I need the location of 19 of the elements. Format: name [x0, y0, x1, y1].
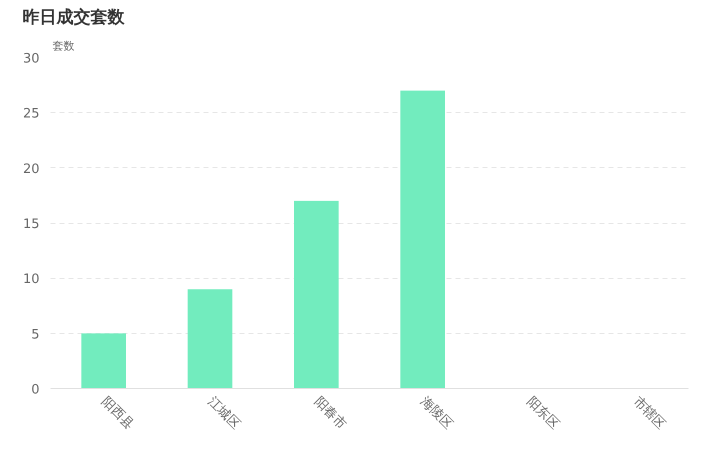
y-tick-label: 25 — [22, 106, 40, 122]
x-tick-label: 阳西县 — [98, 394, 137, 432]
x-tick-label: 江城区 — [204, 394, 243, 432]
bar — [400, 90, 445, 388]
bar — [188, 289, 232, 388]
x-tick-label: 海陵区 — [417, 394, 456, 432]
y-axis-title: 套数 — [52, 40, 74, 52]
bar — [81, 333, 126, 388]
x-tick-label: 阳春市 — [311, 394, 350, 432]
y-tick-label: 15 — [22, 217, 40, 232]
x-tick-label: 阳东区 — [524, 394, 562, 432]
y-tick-label: 20 — [22, 162, 40, 177]
chart-title: 昨日成交套数 — [22, 8, 126, 28]
y-tick-label: 30 — [22, 52, 40, 66]
bar — [294, 200, 339, 388]
y-tick-label: 0 — [31, 382, 40, 398]
y-tick-label: 10 — [22, 272, 40, 288]
y-tick-label: 5 — [31, 327, 40, 342]
x-tick-label: 市辖区 — [630, 394, 668, 432]
